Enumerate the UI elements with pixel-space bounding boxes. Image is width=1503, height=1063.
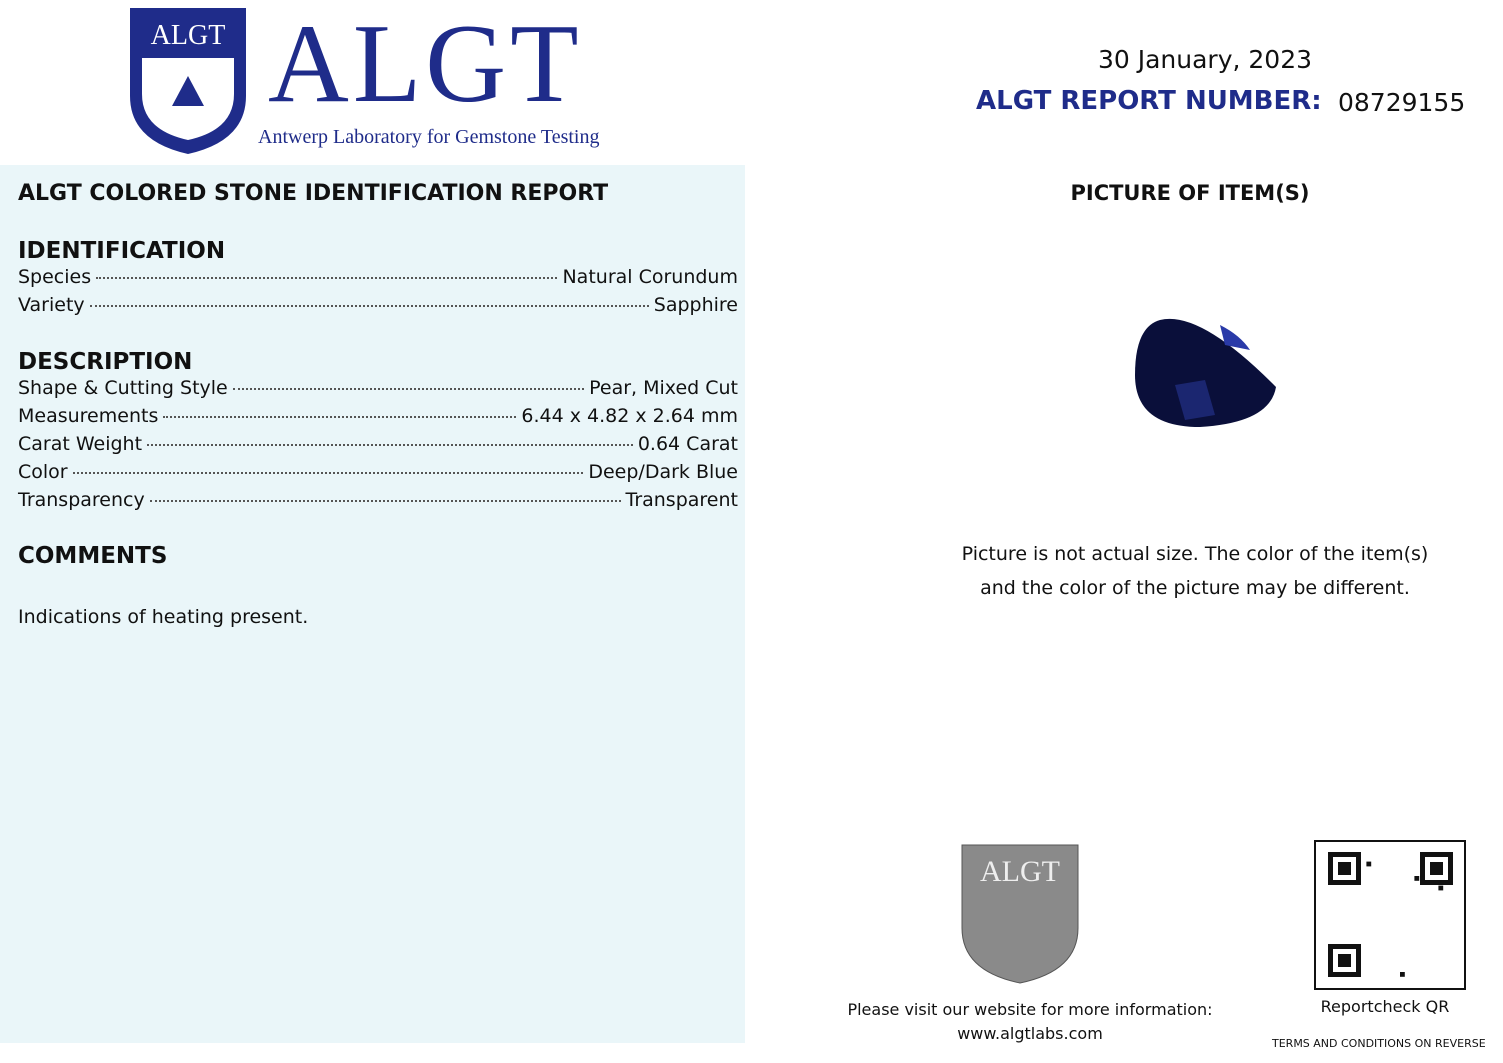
field-label: Transparency xyxy=(18,489,145,511)
report-number-label: ALGT REPORT NUMBER: xyxy=(976,86,1322,116)
qr-module xyxy=(1430,862,1443,875)
field-label: Shape & Cutting Style xyxy=(18,377,228,399)
field-row: Shape & Cutting Style Pear, Mixed Cut xyxy=(18,377,738,399)
leader xyxy=(147,444,633,446)
seal: ALGT xyxy=(961,844,1079,984)
qr-code xyxy=(1314,840,1466,990)
leader xyxy=(72,472,584,474)
terms: TERMS AND CONDITIONS ON REVERSE xyxy=(1272,1037,1486,1050)
left-panel xyxy=(0,165,745,1043)
visit-text: Please visit our website for more inform… xyxy=(847,1000,1213,1019)
qr-module xyxy=(1438,885,1444,891)
seal-text: ALGT xyxy=(980,855,1060,888)
comment: Indications of heating present. xyxy=(18,606,309,628)
field-value: Natural Corundum xyxy=(562,266,738,288)
section-heading: DESCRIPTION xyxy=(18,349,193,375)
qr-module xyxy=(1414,876,1420,881)
field-label: Variety xyxy=(18,294,85,316)
field-label: Carat Weight xyxy=(18,433,143,455)
field-label: Measurements xyxy=(18,405,159,427)
field-row: Species Natural Corundum xyxy=(18,266,738,288)
website: www.algtlabs.com xyxy=(957,1024,1103,1043)
field-value: Sapphire xyxy=(653,294,738,316)
qr-module xyxy=(1338,862,1351,875)
field-value: Pear, Mixed Cut xyxy=(589,377,738,399)
shield-text: ALGT xyxy=(151,20,226,51)
field-label: Species xyxy=(18,266,92,288)
report-title: ALGT COLORED STONE IDENTIFICATION REPORT xyxy=(18,181,609,206)
visit-block: Please visit our website for more inform… xyxy=(820,998,1240,1046)
tagline: Antwerp Laboratory for Gemstone Testing xyxy=(258,126,600,148)
leader xyxy=(163,416,517,418)
leader xyxy=(149,500,621,502)
qr-label: Reportcheck QR xyxy=(1320,997,1450,1016)
wordmark: ALGT xyxy=(268,2,583,126)
qr-module xyxy=(1338,954,1351,967)
field-row: Variety Sapphire xyxy=(18,294,738,316)
note-line: Picture is not actual size. The color of… xyxy=(961,543,1429,565)
section-heading: IDENTIFICATION xyxy=(18,238,226,264)
leader xyxy=(96,277,558,279)
section-heading: COMMENTS xyxy=(18,543,168,569)
field-value: 6.44 x 4.82 x 2.64 mm xyxy=(521,405,738,427)
date: 30 January, 2023 xyxy=(1097,45,1313,74)
qr-module xyxy=(1400,972,1405,977)
field-value: Transparent xyxy=(625,489,739,511)
field-value: Deep/Dark Blue xyxy=(588,461,738,483)
leader xyxy=(232,388,585,390)
report-number: 08729155 xyxy=(1338,88,1466,117)
logo-shield: ALGT xyxy=(130,8,246,154)
field-row: Measurements 6.44 x 4.82 x 2.64 mm xyxy=(18,405,738,427)
field-row: Color Deep/Dark Blue xyxy=(18,461,738,483)
field-value: 0.64 Carat xyxy=(637,433,738,455)
qr-module xyxy=(1366,861,1372,867)
leader xyxy=(89,305,649,307)
field-label: Color xyxy=(18,461,68,483)
note-line: and the color of the picture may be diff… xyxy=(980,577,1410,599)
picture-heading: PICTURE OF ITEM(S) xyxy=(1070,181,1310,205)
field-row: Carat Weight 0.64 Carat xyxy=(18,433,738,455)
picture-note: Picture is not actual size. The color of… xyxy=(940,537,1450,605)
field-row: Transparency Transparent xyxy=(18,489,738,511)
gem-image xyxy=(1135,318,1276,427)
